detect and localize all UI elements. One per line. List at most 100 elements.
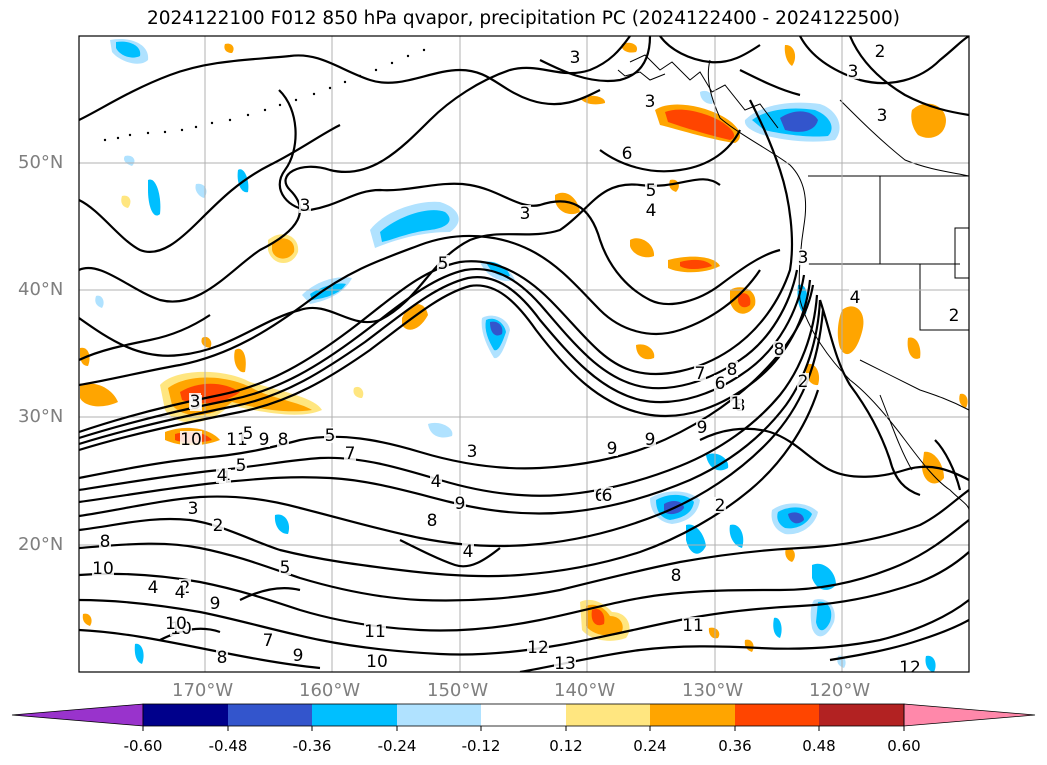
contour-label-bg — [645, 182, 657, 198]
contour-label-bg — [165, 615, 187, 631]
contour-label: 6 — [602, 486, 613, 506]
contour-label: 5 — [325, 426, 336, 446]
contour-label: 5 — [280, 558, 291, 578]
colorbar-tick: 0.24 — [633, 737, 667, 755]
contour-label-bg — [696, 419, 708, 435]
colorbar-frame — [142, 703, 905, 727]
contour-label-bg — [366, 653, 388, 669]
contour-label: 4 — [148, 578, 159, 598]
contour-label-bg — [726, 361, 738, 377]
contour-label-bg — [899, 659, 921, 672]
contour-label: 7 — [345, 444, 356, 464]
colorbar-tick: -0.24 — [377, 737, 417, 755]
contour-label: 3 — [300, 196, 311, 216]
contour-label: 11 — [682, 616, 704, 636]
contour-label-bg — [258, 431, 270, 447]
coastlines — [617, 54, 969, 511]
contour-label-bg — [216, 649, 228, 665]
contour-label: 3 — [190, 392, 201, 412]
contour-label: 6 — [715, 374, 726, 394]
contour-label: 3 — [520, 204, 531, 224]
contour-label-bg — [279, 559, 291, 575]
contour-label-bg — [527, 639, 549, 655]
contour-label: 2 — [798, 372, 809, 392]
contour-label-bg — [262, 632, 274, 648]
contour-label-bg — [212, 517, 224, 533]
contour-label-bg — [682, 617, 704, 633]
contour-labels: 3233654335438876999867534985451011985432… — [92, 42, 960, 674]
contour-label: 5 — [236, 456, 247, 476]
contour-label: 7 — [263, 631, 274, 651]
contour-label: 3 — [645, 92, 656, 112]
contour-label-bg — [670, 567, 682, 583]
contour-label: 10 — [366, 652, 388, 672]
contour-label-bg — [876, 107, 888, 123]
contour-label: 8 — [217, 648, 228, 668]
colorbar-bin — [312, 704, 397, 726]
contour-label-bg — [948, 307, 960, 323]
map-title: 2024122100 F012 850 hPa qvapor, precipit… — [147, 8, 900, 29]
contour-label: 5 — [438, 254, 449, 274]
contour-label: 3 — [467, 442, 478, 462]
contour-label: 13 — [554, 654, 576, 674]
lon-label-120w: 120°W — [809, 680, 871, 701]
colorbar-extend-min — [11, 703, 144, 727]
contour-label-bg — [426, 512, 438, 528]
contour-label: 8 — [727, 360, 738, 380]
contour-label-bg — [174, 584, 186, 600]
contour-label: 10 — [180, 430, 202, 450]
contour-label-bg — [714, 375, 726, 391]
colorbar-tick: -0.48 — [208, 737, 248, 755]
map-frame — [78, 35, 970, 673]
contour-label-bg — [180, 431, 202, 447]
contour-label: 12 — [527, 638, 549, 658]
contour-label: 8 — [278, 430, 289, 450]
contour-label-bg — [644, 93, 656, 109]
contour-label-bg — [645, 202, 657, 218]
contour-label-bg — [554, 655, 576, 671]
contour-label: 5 — [646, 181, 657, 201]
contour-label-bg — [606, 440, 618, 456]
lon-label-170w: 170°W — [172, 680, 234, 701]
contour-label: 8 — [671, 566, 682, 586]
contour-label-bg — [601, 487, 613, 503]
contour-label: 4 — [646, 201, 657, 221]
colorbar-tick: -0.36 — [292, 737, 332, 755]
colorbar-bin — [650, 704, 735, 726]
contour-label: 8 — [774, 340, 785, 360]
contour-label-bg — [462, 543, 474, 559]
contour-label: 6 — [595, 486, 606, 506]
colorbar-tick: 0.36 — [718, 737, 752, 755]
contour-label: 3 — [570, 48, 581, 68]
colorbar-tick: 0.60 — [887, 737, 921, 755]
lon-label-130w: 130°W — [682, 680, 744, 701]
colorbar-tick: -0.12 — [461, 737, 501, 755]
contour-label: 4 — [431, 472, 442, 492]
colorbar — [11, 703, 1036, 731]
colorbar-bin — [397, 704, 481, 726]
lat-label-40n: 40°N — [18, 279, 64, 300]
contour-label-bg — [694, 365, 706, 381]
contour-label-bg — [344, 445, 356, 461]
contour-label-bg — [454, 495, 466, 511]
contour-label: 2 — [213, 516, 224, 536]
contour-label-bg — [242, 425, 254, 441]
contour-label-bg — [299, 197, 311, 213]
contour-label: 3 — [798, 248, 809, 268]
contour-label: 10 — [165, 614, 187, 634]
contour-label-bg — [324, 427, 336, 443]
colorbar-bin — [819, 704, 904, 726]
contour-label: 3 — [877, 106, 888, 126]
contour-label: 1 — [731, 394, 742, 414]
contour-label-bg — [235, 457, 247, 473]
colorbar-bin — [143, 704, 228, 726]
contour-label-bg — [437, 255, 449, 271]
contour-label: 9 — [607, 439, 618, 459]
contour-label: 4 — [217, 466, 228, 486]
contour-label: 4 — [850, 288, 861, 308]
contour-label-bg — [364, 623, 386, 639]
contour-label-bg — [466, 443, 478, 459]
contour-label: 8 — [100, 532, 111, 552]
colorbar-bin — [481, 704, 566, 726]
